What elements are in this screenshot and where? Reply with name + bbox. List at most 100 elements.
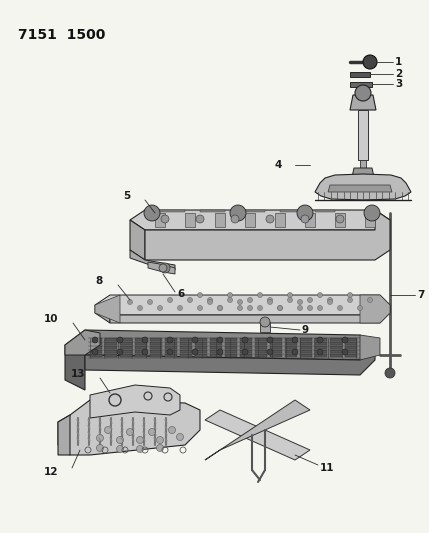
Polygon shape [350,82,372,87]
Polygon shape [300,338,312,341]
Circle shape [197,305,202,311]
Circle shape [157,445,163,451]
Polygon shape [135,338,147,341]
Circle shape [242,349,248,355]
Circle shape [368,297,372,303]
Polygon shape [305,213,315,227]
Polygon shape [260,322,270,332]
Polygon shape [135,346,147,349]
Circle shape [208,297,212,303]
Polygon shape [165,354,177,357]
Polygon shape [180,354,192,357]
Polygon shape [345,338,357,341]
Polygon shape [90,350,102,353]
Text: 7: 7 [417,290,424,300]
Polygon shape [105,350,117,353]
Polygon shape [58,415,70,455]
Circle shape [167,297,172,303]
Polygon shape [270,350,282,353]
Polygon shape [90,385,180,418]
Circle shape [117,437,124,443]
Polygon shape [315,354,327,357]
Polygon shape [285,350,297,353]
Polygon shape [315,350,327,353]
Polygon shape [335,213,345,227]
Polygon shape [365,213,375,227]
Polygon shape [130,250,175,272]
Text: 12: 12 [43,467,58,477]
Polygon shape [195,354,207,357]
Polygon shape [105,342,117,345]
Circle shape [92,349,98,355]
Circle shape [301,215,309,223]
Circle shape [268,297,272,303]
Polygon shape [328,185,392,192]
Circle shape [218,305,223,311]
Polygon shape [155,213,165,227]
Polygon shape [135,354,147,357]
Circle shape [97,445,103,451]
Circle shape [117,337,123,343]
Circle shape [342,337,348,343]
Circle shape [257,293,263,297]
Circle shape [242,337,248,343]
Circle shape [167,337,173,343]
Text: 6: 6 [177,289,184,299]
Polygon shape [255,342,267,345]
Polygon shape [225,338,237,341]
Polygon shape [255,338,267,341]
Polygon shape [255,354,267,357]
Circle shape [167,349,173,355]
Polygon shape [165,338,177,341]
Circle shape [92,337,98,343]
Circle shape [227,297,233,303]
Circle shape [364,205,380,221]
Polygon shape [130,220,145,260]
Circle shape [292,349,298,355]
Circle shape [287,297,293,303]
Polygon shape [165,342,177,345]
Polygon shape [315,174,411,200]
Polygon shape [330,342,342,345]
Circle shape [117,349,123,355]
Circle shape [178,305,182,311]
Polygon shape [255,346,267,349]
Circle shape [142,349,148,355]
Polygon shape [65,345,85,390]
Polygon shape [270,342,282,345]
Circle shape [117,446,124,453]
Circle shape [208,300,212,304]
Polygon shape [110,305,390,323]
Polygon shape [225,346,237,349]
Circle shape [292,337,298,343]
Polygon shape [95,295,120,323]
Polygon shape [150,354,162,357]
Polygon shape [350,72,370,77]
Polygon shape [180,342,192,345]
Polygon shape [225,350,237,353]
Circle shape [317,305,323,311]
Circle shape [136,446,143,453]
Circle shape [144,205,160,221]
Polygon shape [300,346,312,349]
Polygon shape [350,95,376,110]
Polygon shape [240,350,252,353]
Polygon shape [345,350,357,353]
Polygon shape [285,338,297,341]
Polygon shape [150,342,162,345]
Text: 13: 13 [70,369,85,379]
Polygon shape [210,346,222,349]
Polygon shape [180,338,192,341]
Polygon shape [135,342,147,345]
Polygon shape [300,354,312,357]
Polygon shape [195,342,207,345]
Polygon shape [120,342,132,345]
Circle shape [138,305,142,311]
Circle shape [336,215,344,223]
Polygon shape [85,345,375,375]
Polygon shape [180,350,192,353]
Circle shape [192,349,198,355]
Circle shape [217,349,223,355]
Polygon shape [130,210,390,230]
Text: 11: 11 [320,463,335,473]
